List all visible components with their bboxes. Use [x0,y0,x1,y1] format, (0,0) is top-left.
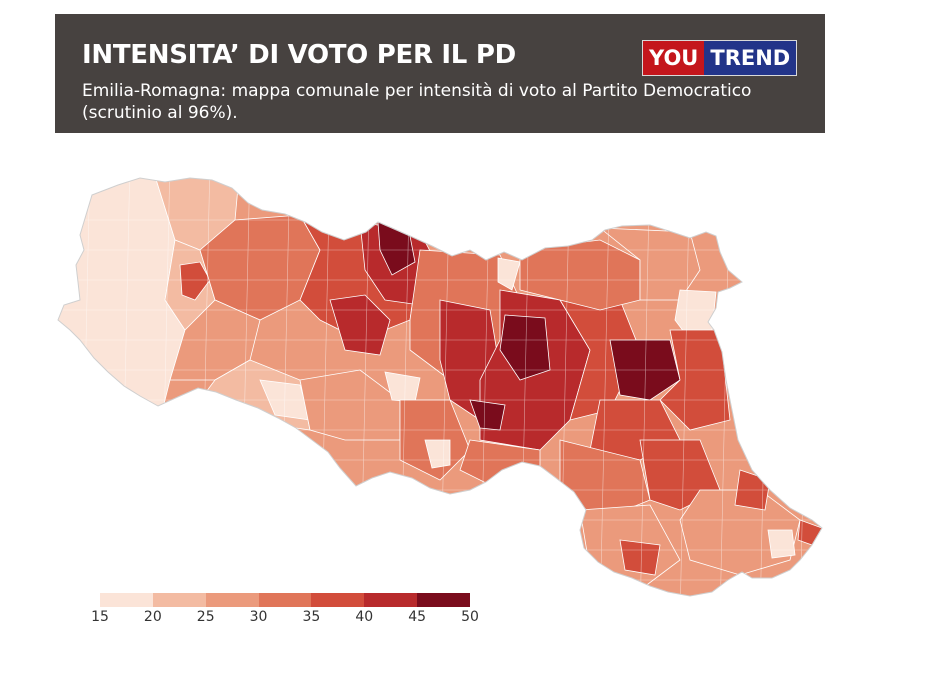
logo-trend: TREND [704,41,797,75]
zone-ferrara-west [519,239,641,311]
legend-bin-35-40 [311,593,365,607]
map-subtitle: Emilia-Romagna: mappa comunale per inten… [82,81,752,123]
title-banner: INTENSITA’ DI VOTO PER IL PD Emilia-Roma… [55,14,825,133]
legend-tick-label: 15 [91,609,109,625]
zone-piacenza-city [179,261,211,301]
legend-bin-40-45 [364,593,418,607]
legend-tick-label: 50 [461,609,479,625]
municipality-layer [58,178,822,596]
legend-tick-label: 20 [143,609,162,625]
legend-bin-25-30 [205,593,259,607]
legend-tick-label: 45 [408,609,427,625]
zone-bologna-city [499,314,551,381]
legend-tick-label: 40 [355,609,374,625]
logo-you: YOU [643,41,705,75]
legend-bin-15-20 [100,593,153,607]
municipality-borders [60,178,822,596]
youtrend-logo: YOU TREND [642,40,798,76]
map-title: INTENSITA’ DI VOTO PER IL PD [82,40,516,70]
legend-bin-45-50 [417,593,470,607]
color-legend: 15 20 25 30 35 40 45 50 [91,593,479,635]
legend-bin-20-25 [152,593,206,607]
zone-valmarecchia [767,529,796,559]
legend-tick-label: 35 [302,609,321,625]
legend-tick-label: 30 [249,609,268,625]
legend-tick-label: 25 [196,609,215,625]
legend-bin-30-35 [258,593,312,607]
zone-mirandola [497,257,521,291]
zone-sogliano [619,539,661,576]
